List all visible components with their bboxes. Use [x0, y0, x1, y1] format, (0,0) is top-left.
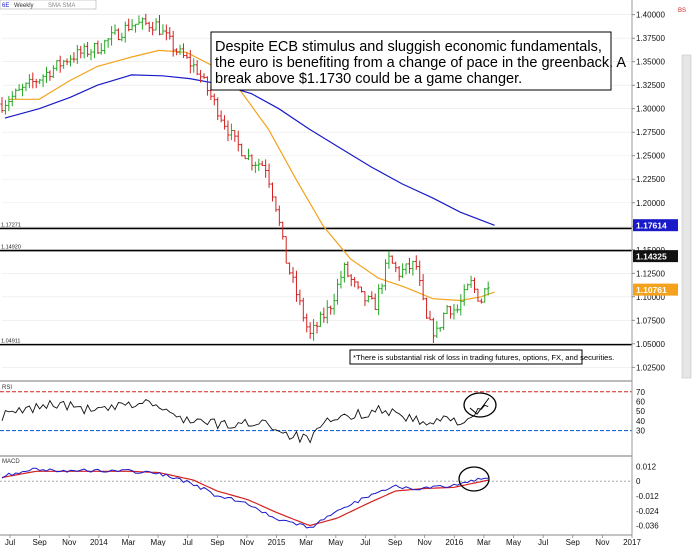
disclaimer-text: *There is substantial risk of loss in tr…: [353, 353, 614, 362]
price-tick-label: 1.25000: [636, 152, 665, 161]
date-tick-label: May: [506, 538, 521, 546]
legend: 6E Weekly SMA SMA: [0, 0, 97, 10]
disclaimer-frame: [349, 349, 583, 365]
price-badge: [633, 283, 678, 296]
legend-indicators: SMA SMA: [48, 3, 75, 9]
price-badge: [633, 219, 678, 232]
disclaimer-box: *There is substantial risk of loss in tr…: [349, 349, 614, 365]
level-label: 1.04911: [1, 339, 20, 345]
macd-signal-line: [1, 470, 489, 527]
rsi-tick-label: 50: [636, 407, 645, 416]
rsi-line: [1, 398, 489, 444]
date-tick-label: Mar: [299, 538, 313, 546]
annotation-line-1: Despite ECB stimulus and sluggish econom…: [215, 39, 602, 55]
date-tick-label: 2014: [90, 538, 108, 546]
price-tick-label: 1.30000: [636, 105, 665, 114]
price-tick-label: 1.02500: [636, 363, 665, 372]
legend-interval: Weekly: [14, 3, 34, 9]
macd-tick-label: 0.012: [636, 462, 657, 471]
rsi-tick-label: 30: [636, 427, 645, 436]
price-badge-label: 1.14325: [636, 252, 667, 262]
date-tick-label: Jul: [538, 538, 548, 546]
price-tick-label: 1.20000: [636, 199, 665, 208]
price-badge-label: 1.17614: [636, 221, 667, 231]
sma-short-line: [8, 49, 495, 302]
rsi-tick-label: 70: [636, 388, 645, 397]
macd-line: [1, 467, 489, 529]
date-tick-label: Nov: [418, 538, 432, 546]
macd-panel: MACD 0.012 0 -0.012 -0.024 -0.036: [0, 455, 659, 531]
price-axis: 1.40000 1.37500 1.35000 1.32500 1.30000 1.275…: [631, 0, 692, 535]
date-tick-label: Jul: [360, 538, 370, 546]
date-tick-label: Nov: [62, 538, 76, 546]
price-badge: [633, 250, 678, 263]
price-bars: [0, 13, 490, 344]
date-tick-label: Sep: [388, 538, 403, 546]
date-tick-label: 2016: [445, 538, 463, 546]
date-tick-label: Nov: [240, 538, 254, 546]
date-tick-label: Sep: [566, 538, 581, 546]
macd-label: MACD: [2, 459, 20, 465]
annotation-line-2: the euro is benefiting from a change of …: [215, 55, 626, 71]
price-badge-label: 1.10761: [636, 285, 667, 295]
annotation-box: Despite ECB stimulus and sluggish econom…: [210, 31, 626, 91]
rsi-checkmark: [469, 397, 490, 415]
macd-highlight-circle: [458, 466, 490, 492]
legend-box: [0, 0, 97, 10]
date-tick-label: 2015: [268, 538, 286, 546]
date-tick-label: May: [151, 538, 166, 546]
annotation-line-3: break above $1.1730 could be a game chan…: [215, 71, 522, 87]
date-tick-label: Mar: [477, 538, 491, 546]
price-tick-label: 1.32500: [636, 81, 665, 90]
level-label: 1.17271: [1, 222, 21, 228]
macd-tick-label: -0.024: [636, 507, 659, 516]
price-tick-label: 1.10000: [636, 293, 665, 302]
level-label: 1.14920: [1, 245, 21, 251]
rsi-label: RSI: [2, 385, 12, 391]
date-tick-label: Nov: [595, 538, 609, 546]
macd-tick-label: -0.036: [636, 522, 659, 531]
sma-long-line: [4, 74, 495, 226]
date-tick-label: Sep: [33, 538, 48, 546]
date-tick-label: Jul: [183, 538, 193, 546]
price-tick-label: 1.07500: [636, 316, 665, 325]
date-tick-label: May: [328, 538, 343, 546]
date-axis: Jul Sep Nov 2014 Mar May Jul Sep Nov 2015 Mar May Ju…: [0, 534, 641, 547]
axis-scrollbar[interactable]: [681, 54, 692, 379]
support-resistance-lines: 1.17271 1.14920 1.04911: [0, 222, 632, 346]
date-tick-label: Jul: [5, 538, 15, 546]
corner-tag: BS: [678, 8, 686, 14]
rsi-tick-label: 60: [636, 397, 645, 406]
price-tick-label: 1.05000: [636, 340, 665, 349]
legend-symbol: 6E: [2, 3, 9, 9]
rsi-tick-label: 40: [636, 417, 645, 426]
date-tick-label: 2017: [623, 538, 641, 546]
price-tick-label: 1.40000: [636, 11, 665, 20]
moving-averages: [4, 49, 495, 302]
date-tick-label: Sep: [210, 538, 225, 546]
annotation-frame: [210, 31, 612, 91]
price-tick-label: 1.12500: [636, 269, 665, 278]
price-tick-label: 1.37500: [636, 34, 665, 43]
price-tick-label: 1.35000: [636, 58, 665, 67]
date-tick-label: Mar: [122, 538, 136, 546]
price-tick-label: 1.22500: [636, 175, 665, 184]
macd-tick-label: -0.012: [636, 492, 659, 501]
macd-tick-label: 0: [636, 477, 641, 486]
price-tick-label: 1.27500: [636, 128, 665, 137]
rsi-highlight-circle: [463, 392, 497, 418]
